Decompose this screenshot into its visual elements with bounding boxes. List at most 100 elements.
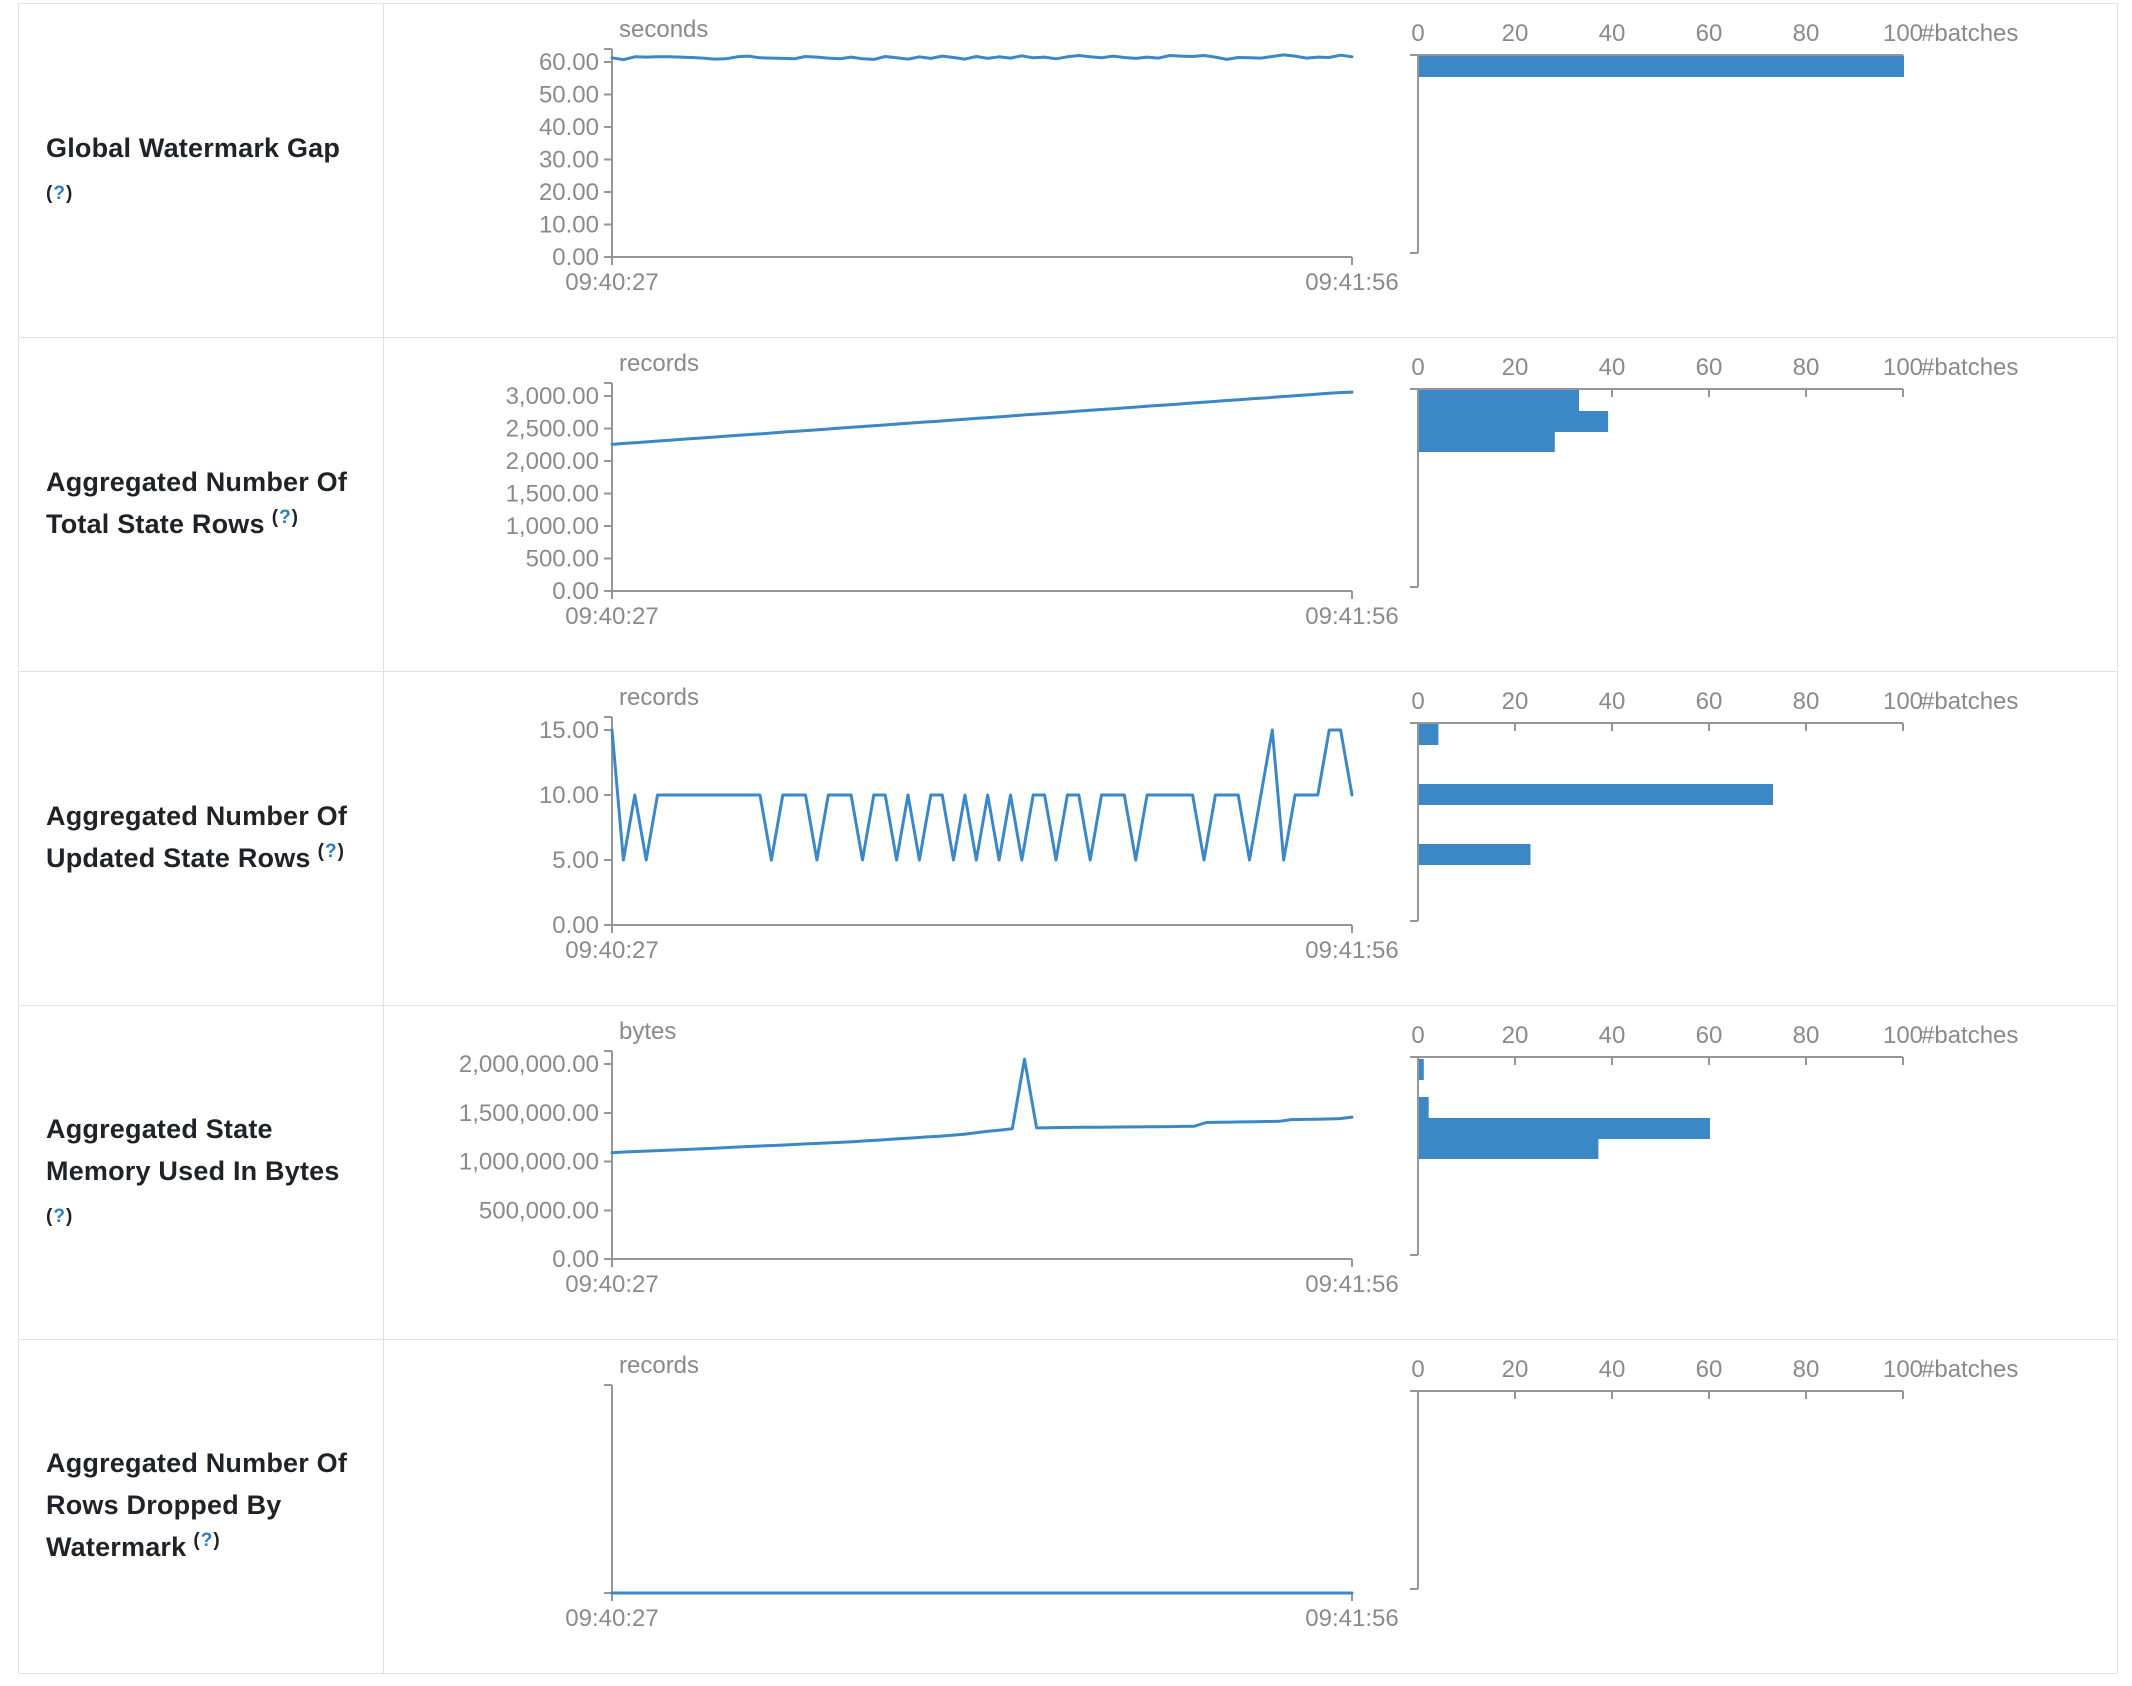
svg-text:100: 100 — [1883, 354, 1923, 381]
svg-text:09:41:56: 09:41:56 — [1305, 1271, 1398, 1298]
svg-text:0: 0 — [1411, 354, 1424, 381]
metric-row: Aggregated State Memory Used In Bytes (?) b… — [19, 1006, 2117, 1340]
timeline-series — [610, 390, 1354, 446]
metric-label-cell: Aggregated Number Of Updated State Rows (?… — [19, 672, 384, 1005]
svg-text:3,000.00: 3,000.00 — [506, 383, 599, 410]
svg-text:09:41:56: 09:41:56 — [1305, 603, 1398, 630]
histogram-chart: 0 20 40 60 80 100#batches — [1410, 688, 2018, 922]
streaming-statistics-table: Global Watermark Gap (?) seconds 60.00 50.00… — [18, 3, 2118, 1674]
svg-text:records: records — [619, 1352, 699, 1379]
svg-text:50.00: 50.00 — [539, 82, 599, 109]
help-icon[interactable]: (?) — [46, 182, 74, 204]
help-icon[interactable]: (?) — [193, 1529, 221, 1551]
svg-text:500,000.00: 500,000.00 — [479, 1197, 599, 1224]
metric-label-cell: Aggregated Number Of Rows Dropped By Water… — [19, 1340, 384, 1673]
svg-text:80: 80 — [1793, 1356, 1820, 1383]
histogram-bar — [1419, 724, 1439, 745]
svg-text:10.00: 10.00 — [539, 782, 599, 809]
svg-text:09:40:27: 09:40:27 — [565, 269, 658, 296]
help-icon[interactable]: (?) — [46, 1205, 74, 1227]
help-icon[interactable]: (?) — [271, 506, 299, 528]
svg-text:20: 20 — [1502, 354, 1529, 381]
svg-text:2,000,000.00: 2,000,000.00 — [459, 1051, 599, 1078]
svg-text:60: 60 — [1696, 354, 1723, 381]
svg-text:40: 40 — [1599, 1356, 1626, 1383]
svg-text:09:41:56: 09:41:56 — [1305, 269, 1398, 296]
svg-text:0: 0 — [1411, 20, 1424, 47]
metric-charts: records 3,000.00 2,500.00 2,000.00 1,500.00 1… — [506, 350, 2019, 630]
svg-text:40: 40 — [1599, 354, 1626, 381]
svg-text:1,000,000.00: 1,000,000.00 — [459, 1149, 599, 1176]
svg-text:80: 80 — [1793, 688, 1820, 715]
svg-text:60: 60 — [1696, 688, 1723, 715]
metric-label-cell: Aggregated State Memory Used In Bytes (?) — [19, 1006, 384, 1339]
metric-row: Aggregated Number Of Total State Rows (?) r… — [19, 338, 2117, 672]
histogram-bar — [1419, 784, 1773, 805]
histogram-bar — [1419, 390, 1579, 411]
svg-text:30.00: 30.00 — [539, 147, 599, 174]
metric-row: Aggregated Number Of Updated State Rows (?… — [19, 672, 2117, 1006]
timeline-chart: seconds 60.00 50.00 40.00 30.00 20.00 10.00 0.0… — [539, 16, 1399, 296]
svg-text:2,000.00: 2,000.00 — [506, 448, 599, 475]
metric-label: (?) — [46, 169, 357, 215]
svg-text:#batches: #batches — [1921, 688, 2018, 715]
svg-text:records: records — [619, 684, 699, 711]
metric-row: Global Watermark Gap (?) seconds 60.00 50.00… — [19, 4, 2117, 338]
metric-label: Aggregated Number Of — [46, 800, 348, 831]
histogram-bar — [1419, 56, 1904, 77]
metric-label: Watermark (?) — [46, 1529, 221, 1562]
svg-text:20: 20 — [1502, 20, 1529, 47]
svg-text:#batches: #batches — [1921, 1356, 2018, 1383]
svg-text:60: 60 — [1696, 20, 1723, 47]
svg-text:#batches: #batches — [1921, 354, 2018, 381]
histogram-bar — [1419, 1059, 1424, 1080]
svg-text:2,500.00: 2,500.00 — [506, 416, 599, 443]
svg-text:0.00: 0.00 — [552, 912, 599, 939]
svg-text:100: 100 — [1883, 1022, 1923, 1049]
svg-text:20: 20 — [1502, 688, 1529, 715]
svg-text:1,500.00: 1,500.00 — [506, 481, 599, 508]
svg-text:60: 60 — [1696, 1022, 1723, 1049]
histogram-bar — [1419, 1138, 1599, 1159]
metric-label: Aggregated State — [46, 1113, 273, 1144]
svg-text:20.00: 20.00 — [539, 179, 599, 206]
metric-label: Updated State Rows (?) — [46, 840, 345, 873]
svg-text:60.00: 60.00 — [539, 49, 599, 76]
histogram-bar — [1419, 1097, 1429, 1118]
metric-charts: records 09:40:27 09:41:56 0 20 40 60 80 100#batc… — [565, 1352, 2018, 1632]
svg-text:#batches: #batches — [1921, 20, 2018, 47]
histogram-chart: 0 20 40 60 80 100#batches — [1410, 1356, 2018, 1590]
svg-text:80: 80 — [1793, 1022, 1820, 1049]
svg-text:seconds: seconds — [619, 16, 708, 43]
metric-label: Memory Used In Bytes — [46, 1155, 340, 1186]
histogram-bar — [1419, 844, 1531, 865]
svg-text:09:41:56: 09:41:56 — [1305, 1605, 1398, 1632]
svg-text:60: 60 — [1696, 1356, 1723, 1383]
histogram-bar — [1419, 1118, 1710, 1139]
metric-label-cell: Aggregated Number Of Total State Rows (?) — [19, 338, 384, 671]
timeline-chart: bytes 2,000,000.00 1,500,000.00 1,000,000.0… — [459, 1018, 1399, 1298]
svg-text:40.00: 40.00 — [539, 114, 599, 141]
timeline-chart: records 3,000.00 2,500.00 2,000.00 1,500.00 1… — [506, 350, 1399, 630]
histogram-chart: 0 20 40 60 80 100#batches — [1410, 354, 2018, 588]
svg-text:20: 20 — [1502, 1356, 1529, 1383]
svg-text:09:40:27: 09:40:27 — [565, 937, 658, 964]
svg-text:09:41:56: 09:41:56 — [1305, 937, 1398, 964]
histogram-chart: 0 20 40 60 80 100#batches — [1410, 1022, 2018, 1256]
timeline-series — [610, 728, 1354, 862]
metric-charts: bytes 2,000,000.00 1,500,000.00 1,000,000.0… — [459, 1018, 2019, 1298]
metric-label: (?) — [46, 1192, 357, 1238]
svg-text:0.00: 0.00 — [552, 578, 599, 605]
svg-text:500.00: 500.00 — [526, 546, 599, 573]
help-icon[interactable]: (?) — [317, 840, 345, 862]
svg-text:100: 100 — [1883, 688, 1923, 715]
svg-text:5.00: 5.00 — [552, 847, 599, 874]
svg-text:0.00: 0.00 — [552, 244, 599, 271]
svg-text:0: 0 — [1411, 1356, 1424, 1383]
svg-text:09:40:27: 09:40:27 — [565, 1271, 658, 1298]
svg-text:0: 0 — [1411, 688, 1424, 715]
svg-text:records: records — [619, 350, 699, 377]
svg-text:09:40:27: 09:40:27 — [565, 1605, 658, 1632]
